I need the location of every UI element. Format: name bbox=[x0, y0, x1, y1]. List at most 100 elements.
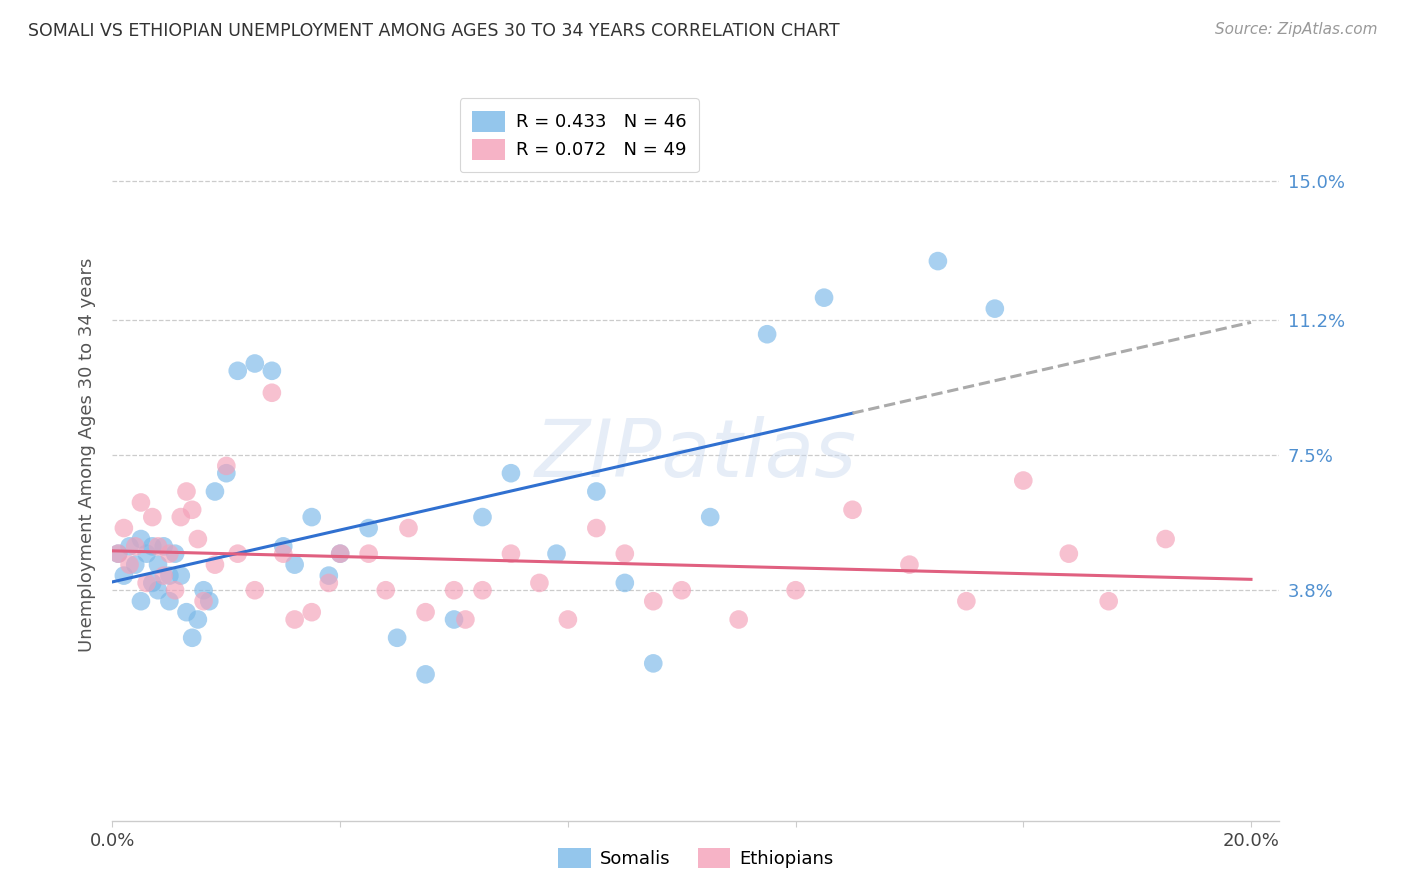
Point bbox=[176, 605, 198, 619]
Point bbox=[118, 539, 141, 553]
Point bbox=[471, 583, 494, 598]
Point bbox=[260, 385, 283, 400]
Point bbox=[756, 327, 779, 342]
Point bbox=[1012, 474, 1035, 488]
Point bbox=[152, 568, 174, 582]
Point bbox=[727, 613, 749, 627]
Point bbox=[141, 576, 163, 591]
Point bbox=[129, 594, 152, 608]
Point bbox=[643, 657, 665, 671]
Point bbox=[529, 576, 551, 591]
Point bbox=[1098, 594, 1121, 608]
Point bbox=[181, 631, 204, 645]
Point bbox=[170, 568, 193, 582]
Point bbox=[118, 558, 141, 572]
Point bbox=[107, 547, 129, 561]
Point bbox=[112, 521, 135, 535]
Point bbox=[557, 613, 579, 627]
Point bbox=[243, 356, 266, 371]
Point bbox=[546, 547, 568, 561]
Point bbox=[385, 631, 408, 645]
Point bbox=[841, 503, 863, 517]
Point bbox=[585, 521, 607, 535]
Point bbox=[671, 583, 693, 598]
Point bbox=[215, 458, 238, 473]
Point bbox=[955, 594, 977, 608]
Point bbox=[112, 568, 135, 582]
Point bbox=[374, 583, 396, 598]
Point bbox=[1057, 547, 1080, 561]
Point bbox=[193, 594, 215, 608]
Point bbox=[271, 539, 294, 553]
Point bbox=[124, 539, 146, 553]
Point bbox=[471, 510, 494, 524]
Point bbox=[129, 495, 152, 509]
Text: Source: ZipAtlas.com: Source: ZipAtlas.com bbox=[1215, 22, 1378, 37]
Point bbox=[226, 547, 249, 561]
Point bbox=[157, 547, 180, 561]
Point bbox=[329, 547, 352, 561]
Point bbox=[193, 583, 215, 598]
Point bbox=[357, 521, 380, 535]
Point bbox=[585, 484, 607, 499]
Point bbox=[499, 466, 522, 480]
Point bbox=[176, 484, 198, 499]
Point bbox=[129, 532, 152, 546]
Point bbox=[165, 583, 187, 598]
Point bbox=[499, 547, 522, 561]
Point bbox=[927, 254, 949, 268]
Point bbox=[187, 613, 209, 627]
Point bbox=[785, 583, 807, 598]
Point bbox=[146, 583, 169, 598]
Point bbox=[415, 667, 437, 681]
Point bbox=[443, 613, 465, 627]
Point bbox=[198, 594, 221, 608]
Point bbox=[284, 613, 307, 627]
Point bbox=[813, 291, 835, 305]
Point bbox=[152, 539, 174, 553]
Point bbox=[141, 539, 163, 553]
Point bbox=[454, 613, 477, 627]
Point bbox=[204, 558, 226, 572]
Point bbox=[699, 510, 721, 524]
Point bbox=[124, 558, 146, 572]
Point bbox=[107, 547, 129, 561]
Point bbox=[157, 568, 180, 582]
Point bbox=[215, 466, 238, 480]
Point bbox=[204, 484, 226, 499]
Point bbox=[643, 594, 665, 608]
Point bbox=[146, 558, 169, 572]
Point bbox=[146, 539, 169, 553]
Point bbox=[1154, 532, 1177, 546]
Point bbox=[398, 521, 420, 535]
Point bbox=[271, 547, 294, 561]
Text: ZIPatlas: ZIPatlas bbox=[534, 416, 858, 494]
Y-axis label: Unemployment Among Ages 30 to 34 years: Unemployment Among Ages 30 to 34 years bbox=[77, 258, 96, 652]
Point bbox=[260, 364, 283, 378]
Point bbox=[984, 301, 1007, 316]
Point bbox=[613, 576, 636, 591]
Point bbox=[135, 547, 157, 561]
Point bbox=[170, 510, 193, 524]
Point bbox=[165, 547, 187, 561]
Point bbox=[187, 532, 209, 546]
Point bbox=[357, 547, 380, 561]
Point bbox=[301, 510, 323, 524]
Point bbox=[226, 364, 249, 378]
Point bbox=[157, 594, 180, 608]
Text: SOMALI VS ETHIOPIAN UNEMPLOYMENT AMONG AGES 30 TO 34 YEARS CORRELATION CHART: SOMALI VS ETHIOPIAN UNEMPLOYMENT AMONG A… bbox=[28, 22, 839, 40]
Point bbox=[301, 605, 323, 619]
Point bbox=[415, 605, 437, 619]
Point bbox=[329, 547, 352, 561]
Point bbox=[135, 576, 157, 591]
Point bbox=[181, 503, 204, 517]
Point bbox=[318, 576, 340, 591]
Legend: Somalis, Ethiopians: Somalis, Ethiopians bbox=[550, 838, 842, 878]
Point bbox=[243, 583, 266, 598]
Point bbox=[318, 568, 340, 582]
Point bbox=[284, 558, 307, 572]
Point bbox=[898, 558, 921, 572]
Point bbox=[141, 510, 163, 524]
Point bbox=[613, 547, 636, 561]
Point bbox=[443, 583, 465, 598]
